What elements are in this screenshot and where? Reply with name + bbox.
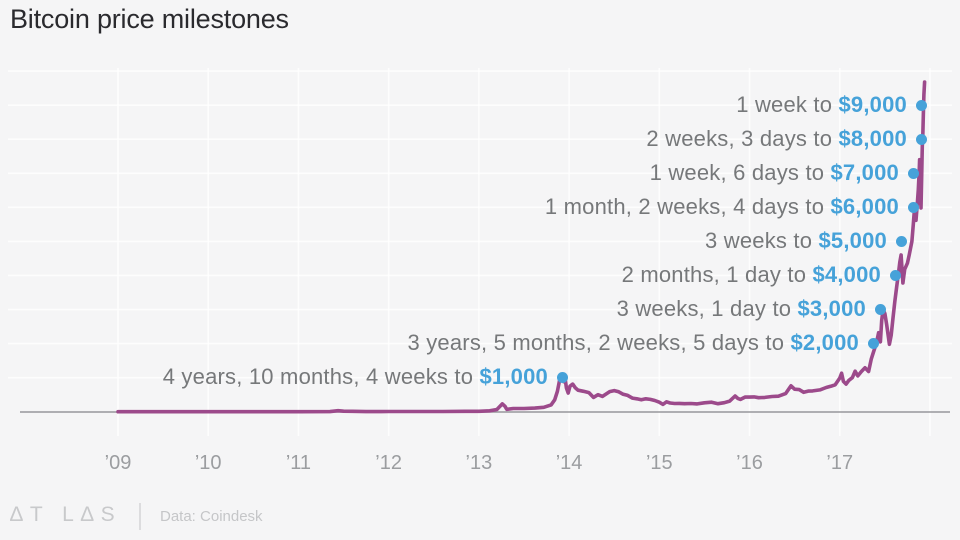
milestone-dot — [916, 133, 927, 145]
milestone-dot — [896, 235, 907, 247]
x-tick-label: ’15 — [645, 452, 673, 474]
milestone-dot — [908, 201, 919, 213]
page-title: Bitcoin price milestones — [10, 4, 289, 34]
milestone-duration: 3 weeks to — [705, 228, 819, 253]
x-tick-label: ’10 — [194, 452, 222, 474]
milestone-label: 4 years, 10 months, 4 weeks to $1,000 — [163, 360, 568, 394]
atlas-logo: ∆T L∆S — [10, 503, 122, 526]
milestone-label: 2 weeks, 3 days to $8,000 — [646, 122, 927, 156]
milestone-label: 1 month, 2 weeks, 4 days to $6,000 — [545, 190, 919, 224]
milestone-dot — [908, 167, 919, 179]
milestone-duration: 1 week to — [736, 92, 839, 117]
milestone-dot — [868, 337, 879, 349]
milestone-duration: 1 week, 6 days to — [649, 160, 831, 185]
footer-divider — [139, 503, 141, 530]
milestone-amount: $6,000 — [830, 194, 899, 219]
milestone-label: 1 week to $9,000 — [736, 88, 927, 122]
data-source-label: Data: Coindesk — [160, 508, 263, 525]
x-tick-label: ’11 — [285, 452, 312, 474]
milestone-duration: 1 month, 2 weeks, 4 days to — [544, 194, 831, 219]
x-tick-label: ’09 — [104, 452, 132, 474]
milestone-duration: 3 weeks, 1 day to — [616, 296, 798, 321]
milestone-duration: 3 years, 5 months, 2 weeks, 5 days to — [407, 330, 791, 355]
milestone-amount: $8,000 — [838, 126, 907, 151]
milestone-dot — [875, 303, 886, 315]
milestone-dot — [916, 99, 927, 111]
milestone-label: 3 years, 5 months, 2 weeks, 5 days to $2… — [407, 326, 879, 360]
milestone-duration: 2 weeks, 3 days to — [646, 126, 839, 151]
milestone-amount: $9,000 — [838, 92, 907, 117]
milestone-amount: $5,000 — [818, 228, 887, 253]
milestone-amount: $4,000 — [812, 262, 881, 287]
milestone-label: 1 week, 6 days to $7,000 — [650, 156, 919, 190]
milestone-amount: $3,000 — [797, 296, 866, 321]
milestone-amount: $1,000 — [479, 364, 548, 389]
x-tick-label: ’16 — [736, 452, 763, 474]
milestone-dot — [890, 269, 901, 281]
milestone-label: 2 months, 1 day to $4,000 — [622, 258, 901, 292]
milestone-label: 3 weeks to $5,000 — [705, 224, 907, 258]
x-tick-label: ’13 — [465, 452, 493, 474]
x-tick-label: ’12 — [375, 452, 403, 474]
milestone-amount: $2,000 — [790, 330, 859, 355]
milestone-duration: 4 years, 10 months, 4 weeks to — [162, 364, 480, 389]
milestone-amount: $7,000 — [830, 160, 899, 185]
milestone-dot — [557, 371, 568, 383]
gridlines — [8, 68, 952, 436]
x-tick-label: ’17 — [826, 452, 854, 474]
x-tick-label: ’14 — [555, 452, 583, 474]
milestone-label: 3 weeks, 1 day to $3,000 — [617, 292, 886, 326]
milestone-duration: 2 months, 1 day to — [621, 262, 813, 287]
